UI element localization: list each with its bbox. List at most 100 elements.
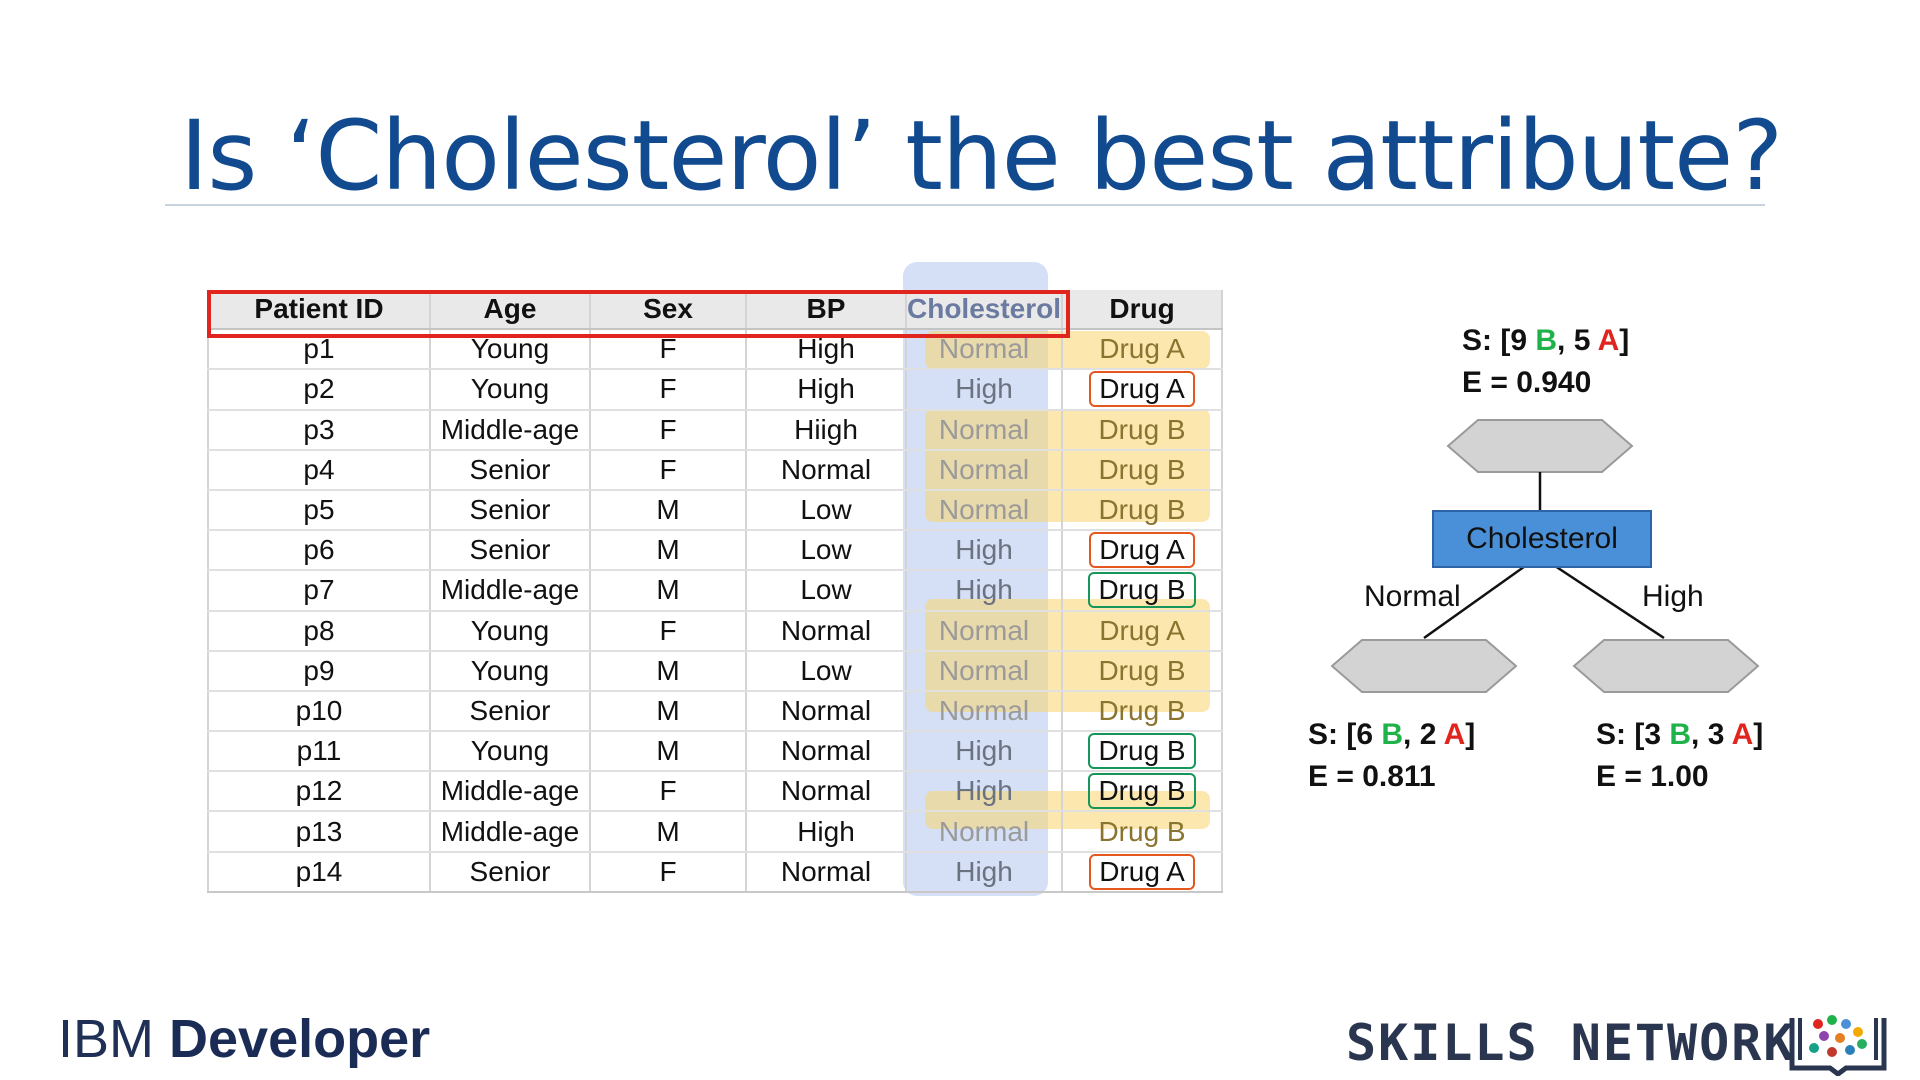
cell-age: Senior	[430, 530, 591, 572]
cell-patient-id: p13	[207, 811, 431, 853]
cell-age: Young	[430, 650, 591, 692]
cell-sex: F	[590, 409, 747, 451]
cell-bp: High	[746, 811, 907, 853]
header-cholesterol: Cholesterol	[906, 290, 1064, 331]
cell-drug: Drug B	[1062, 690, 1224, 733]
cell-age: Senior	[430, 449, 591, 491]
cell-cholesterol: Normal	[906, 811, 1064, 853]
cell-drug: Drug A	[1062, 369, 1224, 411]
cell-patient-id: p12	[207, 771, 431, 813]
cholesterol-split-node: Cholesterol	[1432, 510, 1652, 568]
drug-outlined-label: Drug B	[1088, 733, 1196, 770]
patient-data-table: Patient ID Age Sex BP Cholesterol Drug p…	[207, 290, 1224, 893]
cell-age: Middle-age	[430, 409, 591, 451]
root-sample-counts: S: [9 B, 5 A]	[1462, 324, 1630, 357]
cell-age: Middle-age	[430, 570, 591, 612]
cell-bp: Normal	[746, 771, 907, 813]
slide-title: Is ‘Cholesterol’ the best attribute?	[180, 100, 1783, 212]
cell-drug: Drug B	[1062, 570, 1224, 612]
title-divider	[165, 204, 1765, 206]
table-row: p4 Senior F Normal Normal Drug B	[207, 449, 1224, 491]
cell-drug: Drug A	[1062, 329, 1224, 371]
cell-age: Senior	[430, 489, 591, 532]
header-drug: Drug	[1062, 290, 1224, 331]
table-row: p10 Senior M Normal Normal Drug B	[207, 690, 1224, 733]
root-node-hexagon	[1446, 419, 1634, 473]
cell-cholesterol: High	[906, 530, 1064, 572]
table-row: p6 Senior M Low High Drug A	[207, 530, 1224, 572]
table-row: p8 Young F Normal Normal Drug A	[207, 610, 1224, 652]
normal-branch-line	[1423, 562, 1529, 640]
cell-bp: Hiigh	[746, 409, 907, 451]
branch-label-normal: Normal	[1364, 580, 1461, 613]
cell-age: Middle-age	[430, 771, 591, 813]
root-entropy: E = 0.940	[1462, 366, 1592, 399]
cell-sex: M	[590, 811, 747, 853]
header-bp: BP	[746, 290, 907, 331]
cell-patient-id: p11	[207, 731, 431, 773]
cell-patient-id: p8	[207, 610, 431, 652]
cell-drug: Drug B	[1062, 409, 1224, 451]
cell-patient-id: p4	[207, 449, 431, 491]
header-attributes-outline	[207, 290, 1070, 338]
cell-sex: F	[590, 771, 747, 813]
cell-drug: Drug A	[1062, 851, 1224, 893]
cell-cholesterol: Normal	[906, 409, 1064, 451]
right-child-hexagon	[1572, 639, 1760, 693]
cell-cholesterol: High	[906, 731, 1064, 773]
cell-drug: Drug A	[1062, 530, 1224, 572]
cell-cholesterol: High	[906, 369, 1064, 411]
cell-bp: Normal	[746, 851, 907, 893]
right-entropy: E = 1.00	[1596, 760, 1709, 793]
cell-bp: Normal	[746, 690, 907, 733]
cell-sex: M	[590, 731, 747, 773]
table-row: p2 Young F High High Drug A	[207, 369, 1224, 411]
cell-bp: Low	[746, 489, 907, 532]
cell-sex: M	[590, 650, 747, 692]
cell-age: Middle-age	[430, 811, 591, 853]
header-sex: Sex	[590, 290, 747, 331]
table-row: p11 Young M Normal High Drug B	[207, 731, 1224, 773]
header-patient-id: Patient ID	[207, 290, 431, 331]
cell-drug: Drug B	[1062, 811, 1224, 853]
cell-sex: M	[590, 489, 747, 532]
cell-age: Senior	[430, 851, 591, 893]
drug-outlined-label: Drug B	[1088, 773, 1196, 810]
cell-bp: Low	[746, 570, 907, 612]
cell-age: Young	[430, 369, 591, 411]
cell-patient-id: p6	[207, 530, 431, 572]
table-row: p13 Middle-age M High Normal Drug B	[207, 811, 1224, 853]
drug-outlined-label: Drug A	[1089, 371, 1195, 408]
table-row: p7 Middle-age M Low High Drug B	[207, 570, 1224, 612]
cell-drug: Drug B	[1062, 489, 1224, 532]
left-entropy: E = 0.811	[1308, 760, 1436, 793]
cell-cholesterol: Normal	[906, 449, 1064, 491]
cell-drug: Drug B	[1062, 731, 1224, 773]
cell-sex: F	[590, 369, 747, 411]
table-row: p3 Middle-age F Hiigh Normal Drug B	[207, 409, 1224, 451]
cell-sex: M	[590, 530, 747, 572]
cell-cholesterol: Normal	[906, 489, 1064, 532]
high-branch-line	[1551, 562, 1665, 640]
cell-sex: M	[590, 690, 747, 733]
cell-patient-id: p2	[207, 369, 431, 411]
cell-sex: F	[590, 449, 747, 491]
cell-sex: F	[590, 851, 747, 893]
skills-network-wordmark: SKILLS NETWORK	[1346, 1014, 1796, 1072]
cell-cholesterol: High	[906, 851, 1064, 893]
cell-cholesterol: High	[906, 771, 1064, 813]
cell-age: Young	[430, 610, 591, 652]
table-row: p14 Senior F Normal High Drug A	[207, 851, 1224, 893]
cell-age: Senior	[430, 690, 591, 733]
cell-drug: Drug A	[1062, 610, 1224, 652]
drug-outlined-label: Drug B	[1088, 572, 1196, 609]
table-row: p9 Young M Low Normal Drug B	[207, 650, 1224, 692]
cell-sex: M	[590, 570, 747, 612]
cell-bp: Low	[746, 530, 907, 572]
cell-patient-id: p9	[207, 650, 431, 692]
ibm-developer-logo: IBM Developer	[58, 1009, 431, 1069]
cell-bp: Normal	[746, 731, 907, 773]
cell-drug: Drug B	[1062, 449, 1224, 491]
branch-label-high: High	[1642, 580, 1704, 613]
cell-age: Young	[430, 731, 591, 773]
